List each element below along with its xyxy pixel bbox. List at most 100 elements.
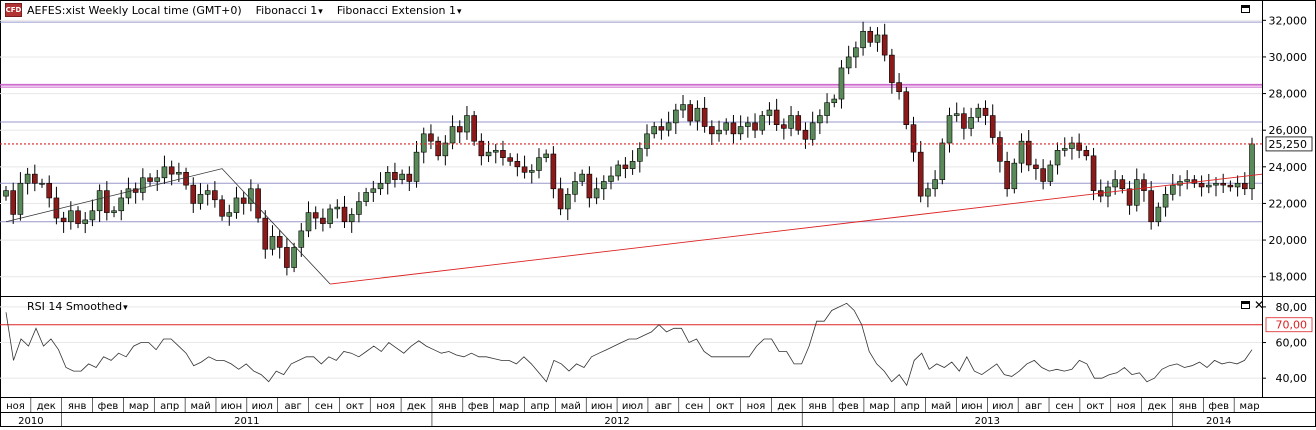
price-tick-label: 22,000 bbox=[1269, 197, 1308, 210]
candle-body bbox=[1033, 164, 1039, 169]
candle-body bbox=[392, 172, 398, 180]
candle-body bbox=[615, 164, 621, 177]
month-label: июн bbox=[961, 401, 982, 412]
year-label: 2013 bbox=[975, 416, 1000, 427]
candle-body bbox=[442, 142, 449, 157]
candle-body bbox=[831, 98, 838, 104]
candle-body bbox=[348, 214, 355, 223]
candle-body bbox=[701, 107, 708, 127]
candle-body bbox=[46, 182, 53, 199]
month-label: апр bbox=[160, 401, 179, 412]
month-label: сен bbox=[685, 401, 703, 412]
cfd-badge: CFD bbox=[5, 3, 22, 17]
candle-body bbox=[853, 47, 859, 58]
candle-body bbox=[536, 157, 542, 171]
candle-body bbox=[118, 197, 125, 212]
candle-body bbox=[478, 140, 485, 157]
candle-body bbox=[687, 104, 694, 122]
rsi-header[interactable]: RSI 14 Smoothed bbox=[27, 300, 128, 313]
candle-body bbox=[82, 219, 89, 224]
candle-body bbox=[579, 173, 585, 182]
candle-body bbox=[320, 217, 326, 224]
candle-body bbox=[248, 188, 254, 204]
candle-body bbox=[730, 122, 737, 135]
rsi-tick-label: 40,00 bbox=[1276, 372, 1308, 385]
last-price-box bbox=[1265, 136, 1313, 152]
month-label: ноя bbox=[6, 401, 25, 412]
candle-body bbox=[608, 175, 614, 182]
candle-body bbox=[449, 126, 456, 144]
candle-body bbox=[637, 148, 643, 162]
rsi-overbought-box bbox=[1265, 317, 1313, 333]
candle-body bbox=[1025, 140, 1032, 166]
year-label: 2011 bbox=[234, 416, 259, 427]
candle-body bbox=[17, 182, 24, 215]
month-label: фев bbox=[468, 401, 489, 412]
candle-body bbox=[1220, 182, 1226, 186]
candle-body bbox=[737, 126, 744, 135]
candle-body bbox=[521, 166, 528, 173]
last-price-label: 25,250 bbox=[1269, 138, 1308, 151]
candle-body bbox=[1249, 143, 1255, 190]
candle-body bbox=[1083, 150, 1090, 157]
candle-body bbox=[233, 197, 240, 213]
candle-body bbox=[435, 140, 441, 157]
candle-body bbox=[197, 193, 204, 204]
candle-body bbox=[881, 34, 888, 56]
year-label: 2012 bbox=[604, 416, 629, 427]
candle-body bbox=[1169, 184, 1176, 195]
candle-body bbox=[1119, 179, 1126, 190]
candle-body bbox=[766, 109, 773, 116]
candle-body bbox=[492, 150, 499, 153]
month-label: окт bbox=[1086, 401, 1104, 412]
rsi-line bbox=[5, 302, 1253, 387]
candle-body bbox=[586, 173, 593, 199]
candle-body bbox=[716, 129, 722, 135]
candle-body bbox=[824, 102, 830, 116]
rsi-pane-maximize-icon[interactable] bbox=[1241, 301, 1250, 309]
candle-body bbox=[773, 109, 780, 125]
month-label: мар bbox=[869, 401, 889, 412]
candle-body bbox=[204, 190, 211, 195]
rsi-tick-label: 60,00 bbox=[1276, 337, 1308, 350]
candle-body bbox=[781, 124, 787, 129]
candle-body bbox=[147, 177, 153, 182]
month-label: фев bbox=[1208, 401, 1229, 412]
candle-body bbox=[1141, 179, 1147, 191]
candle-body bbox=[817, 115, 823, 124]
tool-fibonacci-extension-dropdown[interactable]: Fibonacci Extension 1 bbox=[337, 4, 462, 17]
candle-body bbox=[1148, 190, 1154, 223]
month-label: янв bbox=[1179, 401, 1198, 412]
month-label: апр bbox=[901, 401, 920, 412]
tool-fibonacci-dropdown[interactable]: Fibonacci 1 bbox=[256, 4, 323, 17]
candle-body bbox=[572, 181, 578, 195]
price-pane-maximize-icon[interactable] bbox=[1241, 5, 1250, 13]
month-label: сен bbox=[1055, 401, 1073, 412]
month-label: июл bbox=[252, 401, 273, 412]
symbol-label[interactable]: AEFES:xist Weekly Local time (GMT+0) bbox=[27, 3, 242, 17]
month-label: сен bbox=[315, 401, 333, 412]
candle-body bbox=[600, 181, 607, 190]
month-label: фев bbox=[98, 401, 119, 412]
candle-body bbox=[1162, 193, 1169, 208]
candle-body bbox=[456, 126, 463, 133]
candle-body bbox=[413, 151, 420, 182]
rsi-pane-close-icon[interactable]: ✕ bbox=[1254, 298, 1265, 312]
month-label: ноя bbox=[747, 401, 766, 412]
candle-body bbox=[925, 188, 931, 197]
month-label: июн bbox=[221, 401, 242, 412]
candle-body bbox=[838, 67, 845, 100]
candle-body bbox=[1205, 184, 1212, 188]
candle-body bbox=[917, 151, 924, 197]
candle-body bbox=[1227, 184, 1234, 188]
month-label: июл bbox=[622, 401, 643, 412]
candle-body bbox=[1198, 182, 1205, 188]
month-label: май bbox=[190, 401, 210, 412]
month-label: июн bbox=[591, 401, 612, 412]
candle-body bbox=[485, 151, 492, 157]
month-label: авг bbox=[284, 401, 301, 412]
candle-body bbox=[276, 236, 283, 248]
candle-body bbox=[464, 115, 470, 133]
